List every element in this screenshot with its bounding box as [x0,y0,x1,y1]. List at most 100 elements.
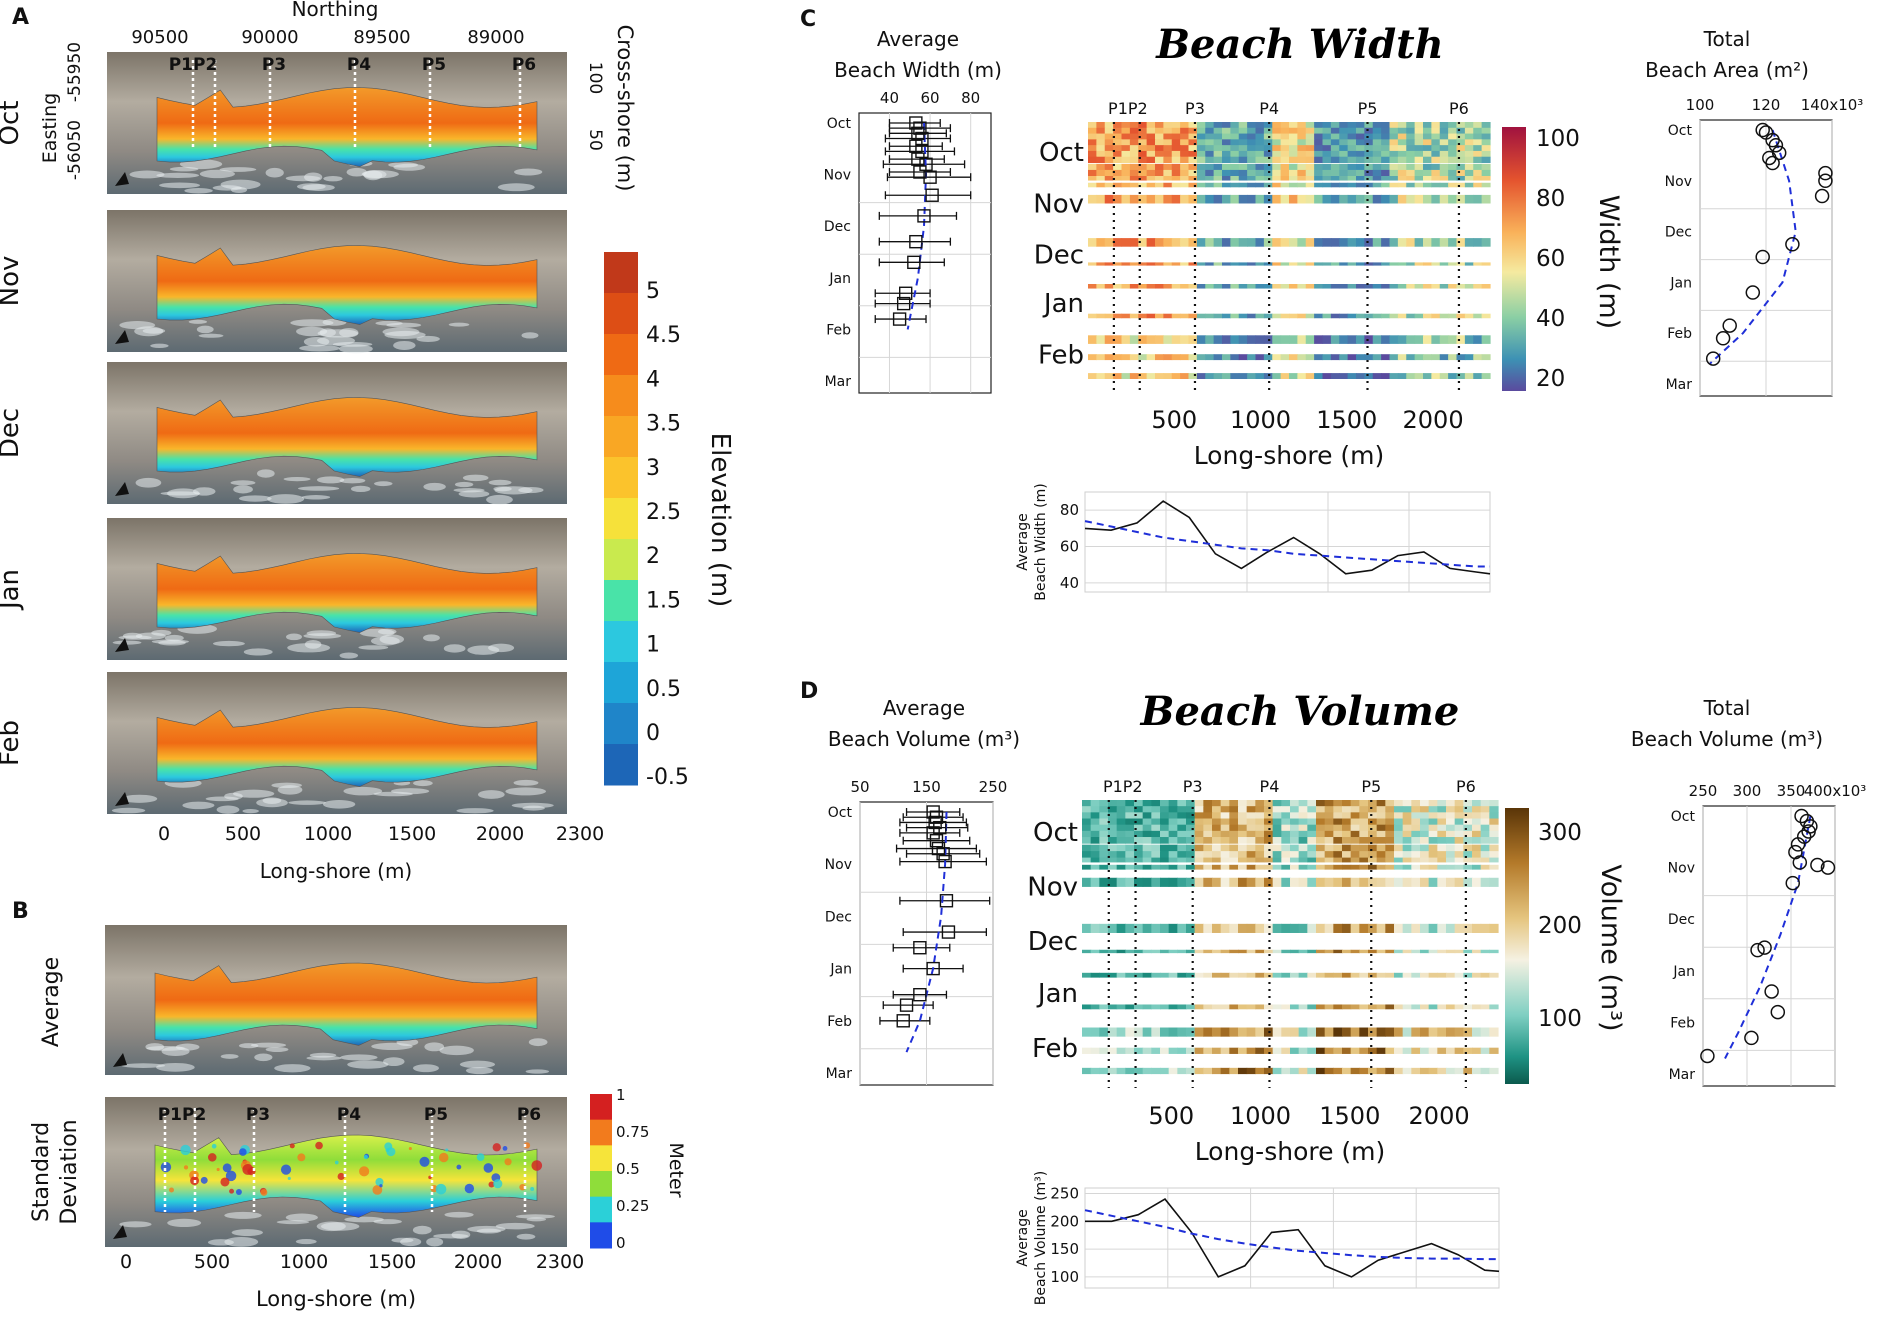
c-main-cell [1163,238,1173,247]
c-main-cell [1222,194,1231,204]
c-main-cell [1414,127,1424,135]
c-main-cell [1180,238,1190,247]
d-main-cell [1411,844,1421,852]
c-main-cell [1104,262,1114,266]
d-main-cell [1177,877,1187,887]
d-main-cell [1333,972,1343,978]
c-main-profile-label: P1P2 [1108,99,1148,118]
c-main-cell [1330,194,1340,204]
d-main-cell [1480,851,1490,859]
c-main-cell [1456,156,1466,163]
c-main-cell [1305,354,1315,361]
c-main-cell [1406,373,1416,379]
d-main-cell [1099,824,1109,832]
c-main-cell [1339,145,1349,152]
c-main-cell [1414,139,1424,146]
c-main-cell [1314,238,1324,247]
d-main-cell [1160,851,1170,859]
c-main-cell [1289,127,1298,135]
c-main-cell [1280,150,1290,158]
c-main-cell [1406,262,1416,266]
c-main-cell [1272,182,1282,188]
d-main-cell [1333,877,1343,887]
d-main-cell [1385,812,1395,820]
d-main-cell [1134,806,1144,813]
d-right-x-tick: 350 [1777,782,1806,800]
d-main-cell [1307,806,1317,813]
d-main-cell [1489,800,1499,807]
surf-foam [304,640,322,649]
surf-foam [285,175,321,182]
c-main-cell [1188,139,1198,146]
d-main-cell [1489,1067,1499,1075]
c-main-cell [1297,133,1307,140]
d-main-cell [1082,818,1092,826]
d-main-cell [1090,877,1100,887]
panel-letter-c: C [800,7,816,32]
d-main-cell [1342,972,1352,978]
c-main-cell [1464,176,1474,181]
d-main-cell [1437,1067,1447,1075]
c-main-cell [1188,127,1198,135]
c-main-cell [1364,373,1374,379]
c-main-cell [1448,354,1458,361]
c-main-cell [1121,335,1131,344]
d-main-cell [1290,1004,1300,1010]
d-main-cell [1160,1027,1170,1037]
d-main-cell [1333,923,1343,933]
c-main-cell [1171,354,1181,361]
d-main-cell [1168,830,1178,838]
d-main-cell [1411,864,1421,870]
d-main-cell [1212,800,1222,807]
d-main-cell [1220,824,1230,832]
c-main-cell [1146,122,1156,129]
d-main-cell [1116,1027,1126,1037]
c-main-cell [1280,122,1290,129]
c-main-cell [1129,284,1139,289]
c-main-cell [1171,150,1181,158]
c-main-cell [1222,127,1231,135]
width-colorbar [1502,127,1526,391]
surf-foam [344,1216,384,1223]
c-main-cell [1473,262,1483,266]
d-main-cell [1446,806,1456,813]
d-main-cell [1212,923,1222,933]
d-main-cell [1368,830,1378,838]
c-main-cell [1272,122,1282,129]
c-main-cell [1247,262,1257,266]
d-main-cell [1246,972,1256,978]
d-main-cell [1342,824,1352,832]
c-main-cell [1146,313,1156,319]
c-main-cell [1247,335,1257,344]
d-main-cell [1454,800,1464,807]
c-main-cell [1356,284,1365,289]
d-main-cell [1108,972,1118,978]
c-main-cell [1381,156,1391,163]
surf-foam [373,1219,402,1225]
c-main-cell [1138,122,1148,129]
c-main-cell [1414,169,1424,177]
elevation-colorbar-segment [604,375,638,417]
d-main-cell [1082,972,1092,978]
d-main-cell [1194,806,1204,813]
c-main-cell [1481,156,1491,163]
d-main-cell [1428,806,1438,813]
c-main-cell [1121,238,1131,247]
d-main-cell [1376,844,1386,852]
d-main-cell [1324,1004,1334,1010]
c-main-cell [1381,163,1391,171]
c-main-cell [1330,150,1340,158]
d-main-cell [1099,1004,1109,1010]
c-bottom-series-line [1084,500,1491,575]
d-main-cell [1298,837,1308,844]
d-main-cell [1480,844,1490,852]
d-main-cell [1142,824,1152,832]
d-main-cell [1160,830,1170,838]
d-main-cell [1463,830,1473,838]
d-left-x-tick: 50 [850,778,869,796]
d-main-profile-label: P4 [1260,777,1280,796]
d-right-month-tick: Dec [1668,912,1695,928]
c-main-cell [1464,194,1474,204]
c-main-cell [1272,354,1282,361]
std-longshore-tick: 1500 [368,1251,416,1273]
